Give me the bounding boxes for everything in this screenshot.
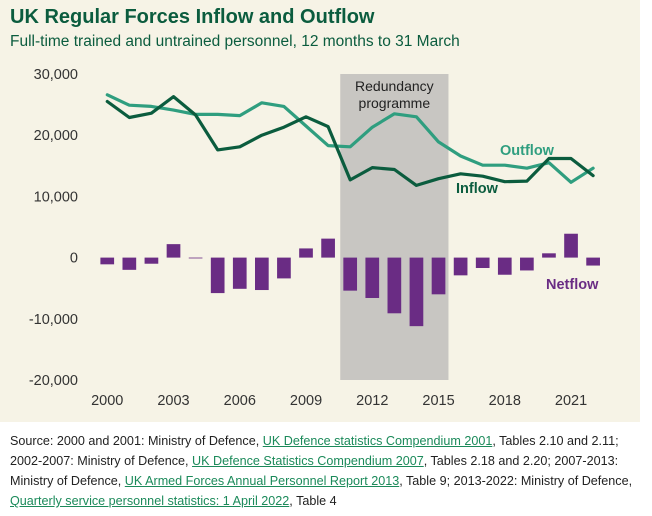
source-link-compendium-2007[interactable]: UK Defence Statistics Compendium 2007 [192, 454, 424, 468]
netflow-bar [100, 257, 115, 265]
source-mid-2: , Tables 2.18 and 2.20; 2007-2013: Minis… [10, 454, 619, 488]
netflow-bar [122, 257, 137, 270]
netflow-bar [188, 257, 203, 259]
source-suffix: , Table 4 [289, 494, 337, 508]
netflow-bar [321, 238, 335, 258]
netflow-bar [343, 257, 358, 291]
source-note: Source: 2000 and 2001: Ministry of Defen… [10, 431, 638, 511]
netflow-bar [497, 257, 512, 275]
inflow-label: Inflow [456, 181, 499, 197]
chart-panel [0, 0, 640, 422]
netflow-bar [277, 257, 291, 279]
netflow-bar [387, 257, 402, 314]
outflow-line [105, 93, 595, 184]
x-tick-label: 2012 [356, 393, 388, 409]
annotation-label-1: Redundancy [355, 78, 434, 94]
netflow-bar [299, 248, 313, 258]
chart-title: UK Regular Forces Inflow and Outflow [10, 6, 375, 28]
netflow-bar [166, 244, 181, 258]
x-tick-label: 2015 [422, 393, 454, 409]
netflow-bar [475, 257, 490, 269]
chart-subtitle: Full-time trained and untrained personne… [10, 33, 460, 50]
netflow-bar [210, 257, 225, 294]
netflow-bar [453, 257, 468, 276]
netflow-label: Netflow [546, 277, 599, 293]
y-tick-label: 20,000 [34, 128, 78, 144]
y-tick-label: -20,000 [29, 373, 78, 389]
inflow-line [105, 94, 595, 187]
source-mid-3: , Table 9; 2013-2022: Ministry of Defenc… [399, 474, 633, 488]
y-tick-label: 0 [70, 251, 78, 267]
x-tick-label: 2003 [157, 393, 189, 409]
y-tick-label: 30,000 [34, 67, 78, 83]
source-prefix: Source: 2000 and 2001: Ministry of Defen… [10, 434, 263, 448]
outflow-label: Outflow [500, 143, 555, 159]
netflow-bar [564, 233, 578, 258]
source-link-annual-report-2013[interactable]: UK Armed Forces Annual Personnel Report … [124, 474, 400, 488]
y-tick-label: -10,000 [29, 312, 78, 328]
netflow-bar [365, 257, 380, 298]
annotation-label-2: programme [359, 95, 431, 111]
netflow-bar [520, 257, 534, 271]
netflow-bar [144, 257, 159, 264]
netflow-bar [255, 257, 269, 291]
x-tick-label: 2018 [489, 393, 521, 409]
netflow-bar [586, 257, 600, 266]
x-tick-label: 2021 [555, 393, 587, 409]
x-tick-label: 2006 [224, 393, 256, 409]
netflow-bar [431, 257, 446, 295]
netflow-bar [232, 257, 247, 289]
y-tick-label: 10,000 [34, 189, 78, 205]
x-tick-label: 2000 [91, 393, 123, 409]
source-link-compendium-2001[interactable]: UK Defence statistics Compendium 2001 [262, 434, 493, 448]
redundancy-shade [340, 74, 449, 380]
x-tick-label: 2009 [290, 393, 322, 409]
netflow-bar [542, 253, 556, 258]
source-link-quarterly-stats-2022[interactable]: Quarterly service personnel statistics: … [10, 494, 290, 508]
source-mid-1: , Tables 2.10 and 2.11; 2002-2007: Minis… [10, 434, 619, 468]
netflow-bar [409, 257, 424, 327]
